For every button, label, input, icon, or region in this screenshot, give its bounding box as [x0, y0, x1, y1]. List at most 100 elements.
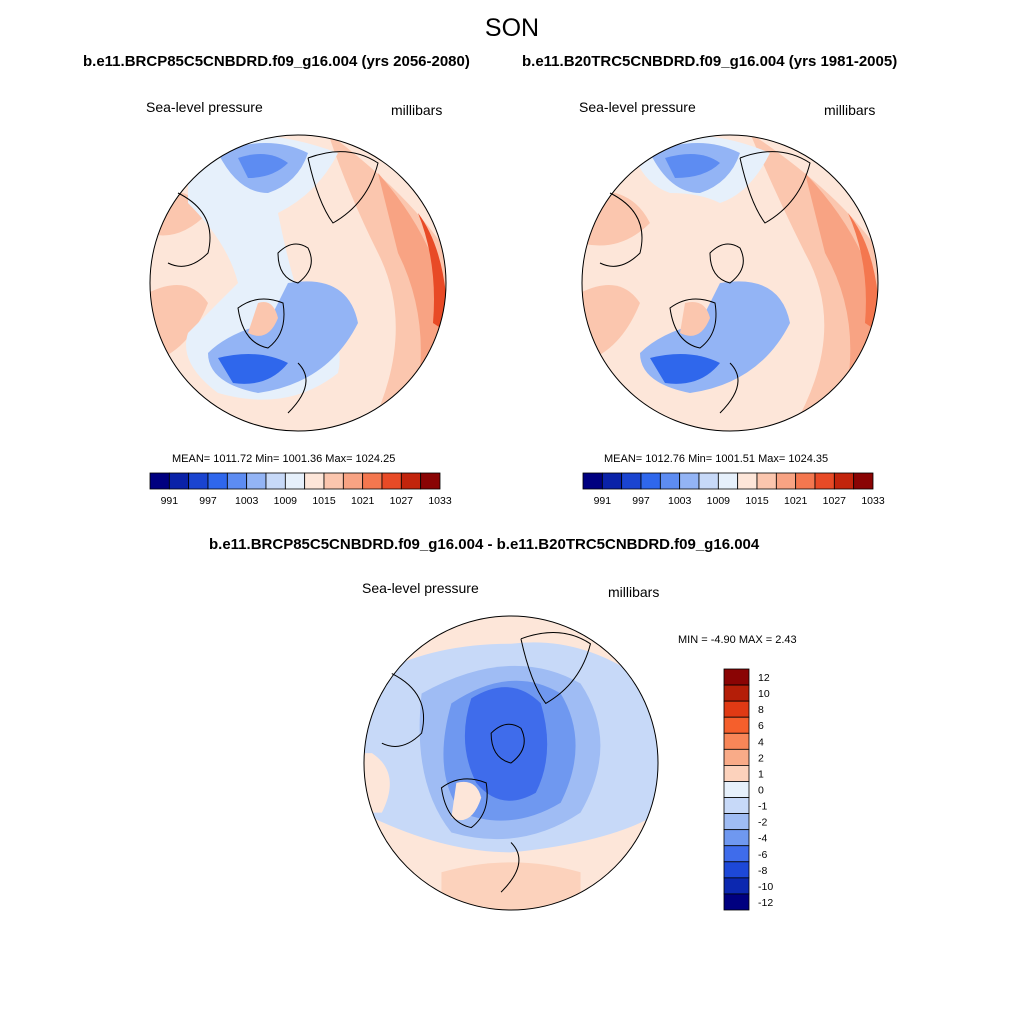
diff-colorbar-swatch: [723, 700, 750, 718]
diff-coastline-asia: [520, 631, 592, 705]
right-colorbar-tick-label: 1021: [784, 495, 808, 507]
right-colorbar-tick-label: 1015: [745, 495, 769, 507]
left-coastline-arctic: [277, 243, 312, 284]
left-coastline-europe: [287, 362, 307, 414]
left-low-south-core: [218, 354, 288, 384]
right-colorbar-tick-label: 991: [594, 495, 612, 507]
left-colorbar-tick-label: 1015: [312, 495, 336, 507]
diff-positive-south: [363, 812, 659, 911]
right-coastline-europe: [719, 362, 739, 414]
right-low-south-core: [650, 354, 720, 384]
diff-greenland-positive: [451, 781, 482, 821]
left-colorbar-swatch: [381, 472, 402, 490]
diff-positive-west: [363, 753, 390, 813]
diff-coastline-arctic: [490, 723, 525, 764]
diff-colorbar-swatch: [723, 781, 750, 798]
left-colorbar-tick-label: 1003: [235, 495, 259, 507]
right-colorbar-swatch: [737, 472, 758, 490]
left-variable-label: Sea-level pressure: [146, 99, 263, 115]
left-colorbar-swatch: [188, 472, 209, 490]
right-high-max: [848, 213, 878, 333]
right-colorbar-swatch: [833, 472, 855, 490]
left-low-north-core: [238, 154, 288, 178]
left-coastline-asia: [307, 151, 379, 224]
diff-colorbar-swatch: [723, 893, 750, 911]
right-colorbar-swatch: [717, 472, 739, 490]
diff-coastline-america: [381, 673, 425, 747]
diff-colorbar-tick-label: -1: [758, 801, 767, 813]
right-polar-map: [581, 134, 879, 432]
left-map-border: [149, 134, 447, 432]
left-coastline-greenland: [237, 298, 285, 349]
diff-colorbar-swatch: [723, 797, 750, 815]
diff-colorbar-tick-label: 12: [758, 672, 770, 684]
left-colorbar-tick-label: 1033: [428, 495, 452, 507]
diff-colorbar-swatch: [723, 748, 750, 766]
diff-colorbar-swatch: [723, 765, 750, 782]
right-colorbar-swatch: [640, 472, 661, 490]
left-colorbar-tick-label: 991: [161, 495, 179, 507]
right-colorbar-tick-label: 997: [632, 495, 650, 507]
diff-colorbar-swatch: [723, 861, 750, 879]
diff-case-title: b.e11.BRCP85C5CNBDRD.f09_g16.004 - b.e11…: [209, 536, 760, 553]
right-case-title: b.e11.B20TRC5CNBDRD.f09_g16.004 (yrs 198…: [522, 53, 898, 70]
diff-colorbar-tick-label: -12: [758, 897, 773, 909]
right-coastline-asia: [739, 151, 811, 224]
right-coastline-arctic: [709, 243, 744, 284]
diff-positive-south-core: [441, 862, 581, 911]
diff-units-label: millibars: [608, 584, 660, 600]
left-colorbar-swatch: [342, 472, 364, 490]
right-colorbar-swatch: [795, 472, 816, 490]
diff-colorbar-tick-label: 4: [758, 736, 764, 748]
left-colorbar-swatch: [284, 472, 306, 490]
right-colorbar-swatch: [621, 472, 642, 490]
diff-colorbar-tick-label: -4: [758, 833, 767, 845]
right-colorbar: 991 997 1003 1009 1015 1021 1027 1033: [582, 472, 885, 507]
left-colorbar-swatch: [149, 472, 170, 490]
left-colorbar-swatch: [246, 472, 267, 490]
left-colorbar-tick-label: 997: [199, 495, 217, 507]
right-colorbar-swatch: [775, 472, 797, 490]
diff-colorbar-tick-label: -6: [758, 849, 767, 861]
left-colorbar-swatch: [420, 472, 441, 490]
right-colorbar-swatch: [582, 472, 603, 490]
diff-colorbar-tick-label: -2: [758, 817, 767, 829]
left-colorbar-tick-label: 1027: [390, 495, 414, 507]
left-stats: MEAN= 1011.72 Min= 1001.36 Max= 1024.25: [172, 453, 396, 465]
right-colorbar-swatch: [601, 472, 623, 490]
left-greenland-high: [248, 302, 278, 336]
diff-colorbar-swatch: [723, 684, 750, 702]
diff-colorbar-swatch: [723, 668, 750, 686]
right-colorbar-tick-label: 1009: [707, 495, 731, 507]
diff-map-border: [363, 615, 659, 911]
right-greenland-high: [680, 302, 710, 336]
right-high-east: [750, 135, 878, 431]
diff-colorbar-tick-label: 2: [758, 752, 764, 764]
diff-colorbar-swatch: [723, 829, 750, 847]
left-colorbar-swatch: [400, 472, 422, 490]
diff-variable-label: Sea-level pressure: [362, 580, 479, 596]
diff-colorbar-tick-label: -10: [758, 881, 773, 893]
left-coastline-america: [167, 192, 211, 267]
diff-colorbar-tick-label: 0: [758, 785, 764, 797]
right-map-border: [581, 134, 879, 432]
right-colorbar-swatch: [756, 472, 777, 490]
left-case-title: b.e11.BRCP85C5CNBDRD.f09_g16.004 (yrs 20…: [83, 53, 470, 70]
right-colorbar-swatch: [659, 472, 681, 490]
right-colorbar-tick-label: 1033: [861, 495, 885, 507]
right-colorbar-swatch: [698, 472, 719, 490]
figure-title: SON: [484, 14, 540, 42]
diff-colorbar-tick-label: 10: [758, 688, 770, 700]
right-colorbar-swatch: [679, 472, 700, 490]
diff-colorbar-tick-label: 8: [758, 704, 764, 716]
right-coastline-america: [599, 192, 643, 267]
diff-stats: MIN = -4.90 MAX = 2.43: [678, 634, 797, 646]
left-colorbar-swatch: [362, 472, 383, 490]
left-colorbar-tick-label: 1009: [274, 495, 298, 507]
diff-colorbar-swatch: [723, 716, 750, 734]
right-colorbar-swatch: [814, 472, 835, 490]
diff-colorbar-swatch: [723, 877, 750, 895]
left-polar-map: [149, 134, 447, 432]
diff-colorbar-tick-label: -8: [758, 865, 767, 877]
